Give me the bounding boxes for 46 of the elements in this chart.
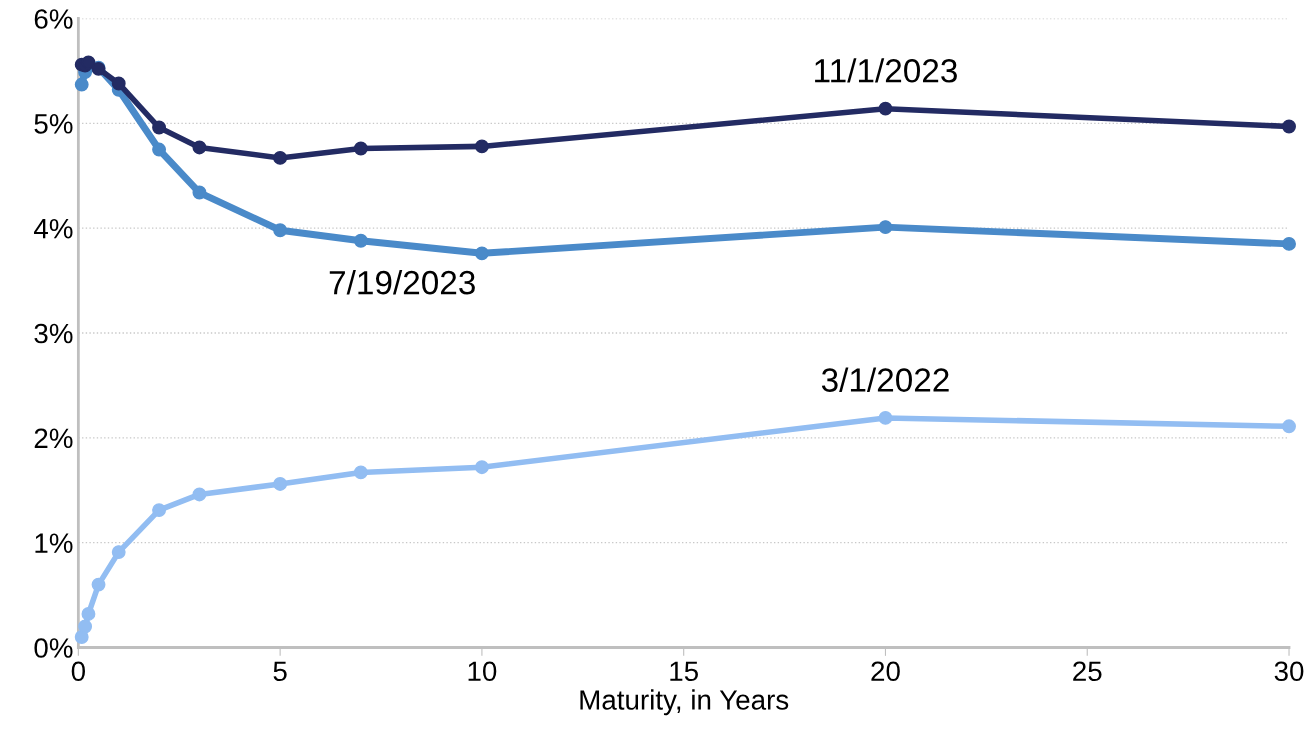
y-tick-label: 1% xyxy=(35,533,73,553)
point xyxy=(74,77,89,92)
y-tick-label: 6% xyxy=(34,9,73,29)
y-tick-label: 5% xyxy=(34,114,73,134)
point xyxy=(878,410,893,425)
point xyxy=(91,577,106,592)
series-label: 7/19/2023 xyxy=(329,269,475,295)
series-label: 11/1/2023 xyxy=(815,58,957,83)
point xyxy=(878,220,893,235)
point xyxy=(273,223,288,238)
y-tick-label: 0% xyxy=(34,638,73,658)
point xyxy=(1282,419,1296,434)
point xyxy=(192,140,207,155)
point xyxy=(111,545,126,560)
y-tick-label: 4% xyxy=(33,218,73,239)
point xyxy=(74,630,89,644)
point xyxy=(474,139,489,154)
point xyxy=(152,503,167,518)
x-tick-label: 25 xyxy=(1073,661,1102,682)
x-tick-label: 30 xyxy=(1274,661,1304,682)
point xyxy=(474,460,489,475)
y-tick-label: 3% xyxy=(34,323,73,344)
point xyxy=(152,142,167,157)
series-label: 3/1/2022 xyxy=(821,367,949,392)
x-axis-title: Maturity, in Years xyxy=(580,689,789,716)
point xyxy=(353,233,368,248)
point xyxy=(273,477,288,491)
x-tick-label: 10 xyxy=(468,661,497,682)
x-tick-label: 20 xyxy=(871,661,900,682)
point xyxy=(273,150,288,165)
point xyxy=(353,141,368,156)
x-tick-label: 5 xyxy=(273,661,287,682)
point xyxy=(353,465,368,480)
point xyxy=(474,246,489,261)
point xyxy=(878,101,893,116)
point xyxy=(192,185,207,200)
point xyxy=(111,76,126,91)
point xyxy=(1282,119,1296,134)
point xyxy=(81,607,96,621)
point xyxy=(1282,236,1296,251)
y-tick-label: 2% xyxy=(34,428,73,449)
point xyxy=(78,619,93,634)
x-tick-label: 0 xyxy=(71,661,85,682)
x-tick-label: 15 xyxy=(670,661,698,682)
point xyxy=(152,120,167,135)
point xyxy=(192,487,207,502)
